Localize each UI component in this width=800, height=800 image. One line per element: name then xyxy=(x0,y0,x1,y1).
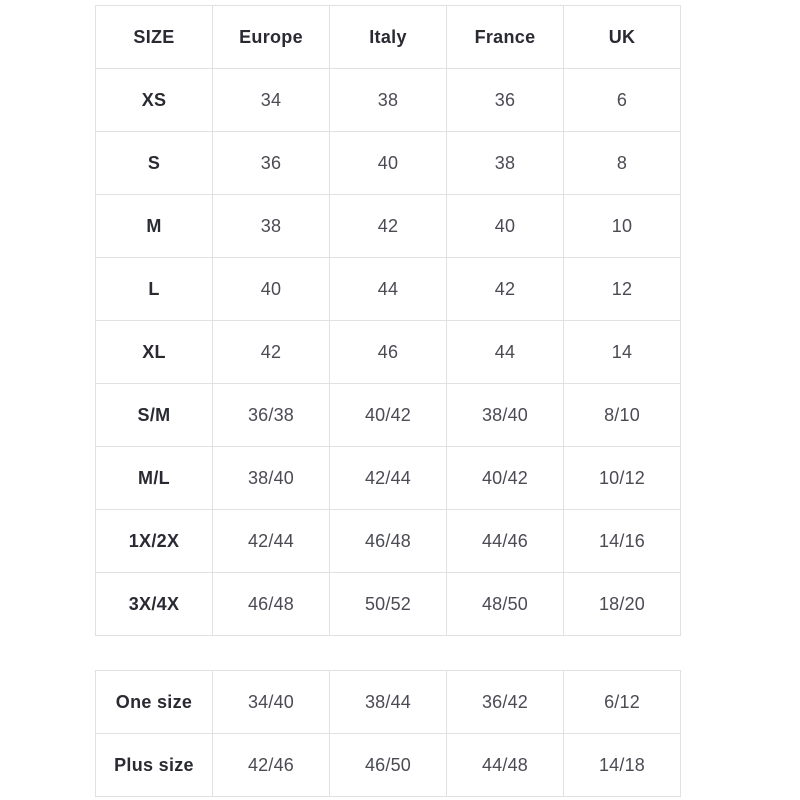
value-cell: 36 xyxy=(212,131,330,195)
value-cell: 36/38 xyxy=(212,383,330,447)
value-cell: 44 xyxy=(329,257,447,321)
column-header: Italy xyxy=(329,5,447,69)
value-cell: 36/42 xyxy=(446,670,564,734)
table-row: 1X/2X 42/44 46/48 44/46 14/16 xyxy=(95,509,681,573)
table-row: XL 42 46 44 14 xyxy=(95,320,681,384)
column-header: Europe xyxy=(212,5,330,69)
size-label-cell: One size xyxy=(95,670,213,734)
value-cell: 44/48 xyxy=(446,733,564,797)
value-cell: 42/44 xyxy=(212,509,330,573)
value-cell: 14/16 xyxy=(563,509,681,573)
size-label-cell: XS xyxy=(95,68,213,132)
size-label-cell: XL xyxy=(95,320,213,384)
value-cell: 34/40 xyxy=(212,670,330,734)
value-cell: 46/50 xyxy=(329,733,447,797)
value-cell: 6/12 xyxy=(563,670,681,734)
size-label-cell: M/L xyxy=(95,446,213,510)
table-row: L 40 44 42 12 xyxy=(95,257,681,321)
table-row: S 36 40 38 8 xyxy=(95,131,681,195)
value-cell: 40 xyxy=(329,131,447,195)
value-cell: 12 xyxy=(563,257,681,321)
value-cell: 40/42 xyxy=(446,446,564,510)
value-cell: 40/42 xyxy=(329,383,447,447)
table-row: 3X/4X 46/48 50/52 48/50 18/20 xyxy=(95,572,681,636)
value-cell: 44/46 xyxy=(446,509,564,573)
value-cell: 42/46 xyxy=(212,733,330,797)
value-cell: 46 xyxy=(329,320,447,384)
value-cell: 34 xyxy=(212,68,330,132)
value-cell: 46/48 xyxy=(329,509,447,573)
size-label-cell: S xyxy=(95,131,213,195)
size-label-cell: S/M xyxy=(95,383,213,447)
column-header: UK xyxy=(563,5,681,69)
size-label-cell: 1X/2X xyxy=(95,509,213,573)
table-row: Plus size 42/46 46/50 44/48 14/18 xyxy=(95,733,681,797)
value-cell: 38/40 xyxy=(212,446,330,510)
column-header: SIZE xyxy=(95,5,213,69)
value-cell: 42 xyxy=(212,320,330,384)
size-label-cell: 3X/4X xyxy=(95,572,213,636)
value-cell: 46/48 xyxy=(212,572,330,636)
header-row: SIZE Europe Italy France UK xyxy=(95,5,681,69)
value-cell: 48/50 xyxy=(446,572,564,636)
value-cell: 42 xyxy=(446,257,564,321)
value-cell: 14 xyxy=(563,320,681,384)
one-size-plus-size-table: One size 34/40 38/44 36/42 6/12 Plus size 42/4… xyxy=(95,670,681,797)
size-conversion-table: SIZE Europe Italy France UK XS 34 38 36 6 S 36 40 38 8… xyxy=(95,5,681,636)
size-conversion-table-body: SIZE Europe Italy France UK XS 34 38 36 6 S 36 40 38 8… xyxy=(95,5,681,636)
value-cell: 8 xyxy=(563,131,681,195)
value-cell: 14/18 xyxy=(563,733,681,797)
size-label-cell: Plus size xyxy=(95,733,213,797)
value-cell: 18/20 xyxy=(563,572,681,636)
value-cell: 42/44 xyxy=(329,446,447,510)
value-cell: 38 xyxy=(329,68,447,132)
value-cell: 42 xyxy=(329,194,447,258)
value-cell: 38/40 xyxy=(446,383,564,447)
value-cell: 6 xyxy=(563,68,681,132)
value-cell: 10 xyxy=(563,194,681,258)
table-row: XS 34 38 36 6 xyxy=(95,68,681,132)
value-cell: 8/10 xyxy=(563,383,681,447)
value-cell: 38/44 xyxy=(329,670,447,734)
column-header: France xyxy=(446,5,564,69)
size-label-cell: M xyxy=(95,194,213,258)
table-row: M 38 42 40 10 xyxy=(95,194,681,258)
value-cell: 40 xyxy=(446,194,564,258)
value-cell: 38 xyxy=(446,131,564,195)
value-cell: 38 xyxy=(212,194,330,258)
table-row: S/M 36/38 40/42 38/40 8/10 xyxy=(95,383,681,447)
value-cell: 44 xyxy=(446,320,564,384)
one-size-plus-size-table-body: One size 34/40 38/44 36/42 6/12 Plus size 42/4… xyxy=(95,670,681,797)
size-label-cell: L xyxy=(95,257,213,321)
value-cell: 36 xyxy=(446,68,564,132)
value-cell: 40 xyxy=(212,257,330,321)
value-cell: 10/12 xyxy=(563,446,681,510)
value-cell: 50/52 xyxy=(329,572,447,636)
table-row: One size 34/40 38/44 36/42 6/12 xyxy=(95,670,681,734)
table-row: M/L 38/40 42/44 40/42 10/12 xyxy=(95,446,681,510)
